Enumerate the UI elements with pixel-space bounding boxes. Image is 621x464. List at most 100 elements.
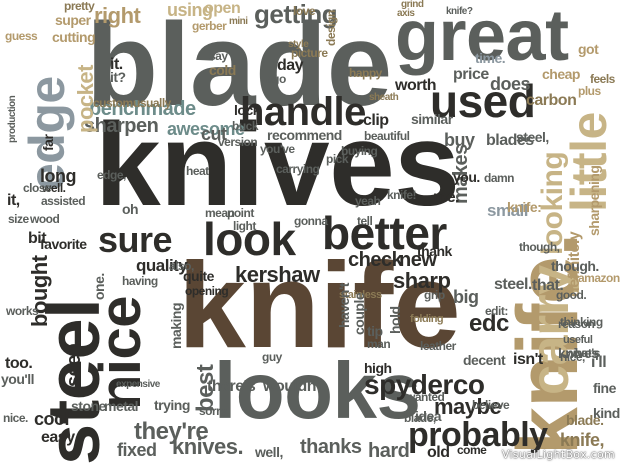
word-89: thank — [417, 243, 452, 259]
word-174: rust — [350, 42, 367, 53]
word-95: day — [277, 57, 304, 74]
word-66: knife, — [560, 430, 605, 450]
word-79: trying — [154, 397, 190, 413]
word-140: nice, — [560, 350, 585, 364]
word-76: too. — [5, 355, 33, 372]
word-9: used — [430, 75, 536, 127]
word-143: edit: — [485, 304, 508, 318]
word-98: super — [55, 12, 91, 28]
word-118: edge, — [97, 168, 126, 182]
word-44: open — [204, 0, 241, 17]
word-81: that. — [532, 277, 564, 294]
word-138: grip — [424, 288, 445, 302]
word-107: similar — [411, 111, 453, 127]
word-11: better — [322, 207, 447, 259]
word-38: cut — [201, 124, 227, 144]
word-70: tip — [367, 323, 383, 339]
word-111: point — [227, 206, 254, 220]
word-127: leather — [420, 339, 456, 353]
word-125: pick — [326, 152, 349, 166]
word-122: stainless — [339, 289, 382, 301]
word-78: wanted — [406, 390, 445, 404]
word-40: bit — [28, 230, 47, 247]
word-159: oh — [122, 201, 139, 217]
word-57: seen — [63, 343, 85, 387]
word-155: knives, — [558, 345, 602, 361]
word-141: it? — [110, 69, 126, 85]
word-169: gonna — [294, 214, 328, 228]
word-161: decent — [463, 352, 506, 368]
word-35: buy — [444, 130, 475, 150]
word-104: though. — [551, 258, 599, 274]
word-166: axis — [397, 8, 415, 19]
word-126: folding — [410, 313, 444, 325]
word-60: recommend — [267, 127, 342, 143]
word-80: come — [457, 443, 487, 457]
word-163: picture — [291, 46, 328, 60]
word-77: you'll — [1, 371, 35, 387]
word-130: knife! — [387, 188, 417, 202]
word-48: hard — [368, 440, 410, 462]
watermark: VisualLightBox.com — [501, 448, 615, 461]
word-69: blade, — [404, 411, 436, 425]
word-123: gerber — [192, 19, 227, 33]
word-87: it. — [110, 56, 123, 73]
word-26: check — [348, 249, 403, 271]
word-30: knives. — [172, 434, 244, 459]
word-100: guess — [5, 29, 38, 43]
word-15: sure — [98, 219, 173, 260]
word-42: right — [94, 3, 141, 28]
word-52: sharpening — [586, 165, 602, 236]
word-150: thinking — [560, 315, 603, 329]
word-74: kind — [593, 405, 620, 421]
word-142: yeah — [355, 194, 381, 208]
word-19: kershaw — [235, 262, 320, 287]
word-153: sorry — [199, 404, 227, 418]
word-75: easy — [41, 429, 75, 446]
word-154: believe — [472, 398, 510, 412]
word-177: production — [7, 95, 18, 143]
word-116: wood — [30, 212, 60, 226]
word-6: looks — [214, 346, 421, 435]
word-157: carrying — [276, 162, 320, 176]
word-168: haven't — [336, 283, 352, 328]
word-94: grind — [401, 0, 424, 10]
word-137: blade. — [566, 412, 604, 428]
word-59: there's — [207, 378, 256, 395]
word-131: far — [40, 134, 56, 151]
word-8: nice — [88, 295, 153, 410]
word-72: big — [453, 287, 479, 307]
word-65: steel. — [494, 276, 532, 293]
word-114: high — [364, 360, 392, 376]
word-101: cold — [209, 62, 236, 78]
word-29: fixed — [117, 440, 157, 460]
word-99: cutting — [52, 29, 96, 45]
word-3: knife — [178, 237, 461, 373]
word-16: probably — [408, 416, 548, 454]
word-85: well. — [42, 181, 66, 195]
word-31: maybe — [434, 394, 502, 419]
word-28: thanks — [300, 436, 362, 458]
word-93: love — [293, 4, 316, 18]
word-120: feels — [590, 72, 615, 86]
word-103: though, — [519, 240, 560, 254]
word-71: man — [367, 337, 391, 351]
word-139: good. — [556, 288, 587, 302]
word-151: useful — [563, 334, 593, 346]
word-170: i'll — [591, 354, 607, 371]
word-53: favorite — [40, 236, 87, 252]
word-62: cheap — [542, 66, 580, 82]
word-113: usually — [133, 96, 171, 110]
word-106: quite — [183, 268, 214, 284]
word-121: plus — [578, 84, 601, 98]
word-146: works — [6, 304, 39, 318]
word-97: say — [209, 49, 228, 63]
word-102: knife: — [507, 199, 542, 215]
word-54: stone — [71, 398, 106, 414]
word-156: light — [233, 219, 256, 233]
word-117: close — [23, 181, 52, 195]
word-108: clip — [363, 112, 389, 129]
word-92: mini — [229, 16, 248, 27]
word-64: idea — [415, 408, 442, 424]
